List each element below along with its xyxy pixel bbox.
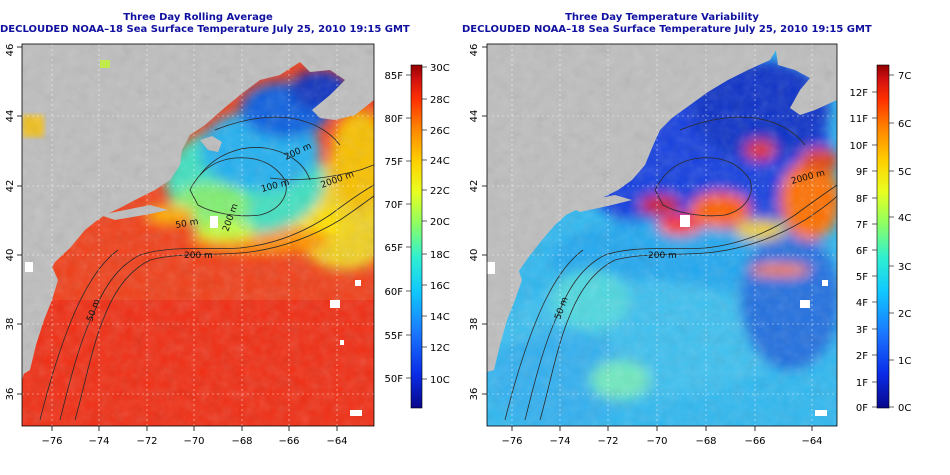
colorbar-f-label: 2F	[856, 351, 868, 362]
y-tick-label: 40	[5, 249, 16, 262]
right-map-title: Three Day Temperature Variability	[565, 12, 759, 23]
colorbar-c-label: 0C	[898, 403, 911, 414]
colorbar-c-label: 4C	[898, 213, 911, 224]
colorbar-c-label: 7C	[898, 71, 911, 82]
colorbar-c-label: 12C	[430, 343, 450, 354]
colorbar-c-label: 22C	[430, 186, 450, 197]
x-tick-label: −70	[183, 436, 204, 447]
colorbar-c-label: 14C	[430, 312, 450, 323]
colorbar-f-label: 10F	[850, 141, 869, 152]
colorbar-c-label: 24C	[430, 156, 450, 167]
colorbar-f-label: 65F	[385, 243, 404, 254]
left-sst-map	[22, 44, 374, 426]
x-tick-label: −64	[801, 436, 822, 447]
contour-label: 200 m	[648, 251, 677, 261]
y-tick-label: 36	[5, 388, 16, 401]
colorbar-f-label: 70F	[385, 200, 404, 211]
y-tick-label: 42	[5, 180, 16, 193]
colorbar-c-label: 16C	[430, 281, 450, 292]
y-tick-label: 40	[469, 249, 480, 262]
left-map-subtitle: DECLOUDED NOAA–18 Sea Surface Temperatur…	[0, 24, 410, 35]
colorbar-f-label: 11F	[850, 114, 869, 125]
colorbar-c-label: 5C	[898, 167, 911, 178]
colorbar-c-label: 18C	[430, 250, 450, 261]
y-tick-label: 46	[5, 44, 16, 57]
right-variability-map	[487, 44, 837, 426]
colorbar-f-label: 5F	[856, 272, 868, 283]
left-map-title: Three Day Rolling Average	[123, 12, 273, 23]
colorbar-f-label: 6F	[856, 246, 868, 257]
y-tick-label: 44	[5, 110, 16, 123]
y-tick-label: 42	[469, 180, 480, 193]
colorbar-c-label: 20C	[430, 217, 450, 228]
right-x-axis	[511, 426, 813, 431]
colorbar-f-label: 1F	[856, 378, 868, 389]
colorbar-c-label: 1C	[898, 356, 911, 367]
x-tick-label: −70	[646, 436, 667, 447]
x-tick-label: −68	[695, 436, 716, 447]
y-tick-label: 46	[469, 44, 480, 57]
colorbar-f-label: 7F	[856, 220, 868, 231]
x-tick-label: −68	[231, 436, 252, 447]
y-tick-label: 38	[5, 318, 16, 331]
colorbar-f-label: 0F	[856, 403, 868, 414]
colorbar-c-label: 30C	[430, 63, 450, 74]
x-tick-label: −72	[597, 436, 618, 447]
colorbar-c-label: 2C	[898, 309, 911, 320]
colorbar-c-label: 26C	[430, 126, 450, 137]
x-tick-label: −66	[278, 436, 299, 447]
colorbar-c-label: 28C	[430, 95, 450, 106]
y-tick-label: 36	[469, 388, 480, 401]
colorbar-f-label: 9F	[856, 167, 868, 178]
x-tick-label: −74	[549, 436, 570, 447]
colorbar-f-label: 75F	[385, 157, 404, 168]
left-colorbar	[410, 64, 423, 409]
contour-label: 200 m	[184, 251, 213, 261]
colorbar-f-label: 60F	[385, 287, 404, 298]
colorbar-f-label: 55F	[385, 331, 404, 342]
right-y-axis	[482, 46, 487, 395]
colorbar-f-label: 8F	[856, 194, 868, 205]
right-colorbar	[876, 64, 890, 409]
x-tick-label: −72	[136, 436, 157, 447]
contour-label: 50 m	[175, 217, 199, 231]
colorbar-c-label: 10C	[430, 375, 450, 386]
y-tick-label: 38	[469, 318, 480, 331]
colorbar-c-label: 3C	[898, 262, 911, 273]
colorbar-f-label: 4F	[856, 298, 868, 309]
colorbar-f-label: 85F	[385, 71, 404, 82]
right-map-subtitle: DECLOUDED NOAA–18 Sea Surface Temperatur…	[462, 24, 872, 35]
colorbar-f-label: 12F	[850, 88, 869, 99]
x-tick-label: −64	[326, 436, 347, 447]
left-x-axis	[51, 426, 338, 431]
colorbar-f-label: 80F	[385, 114, 404, 125]
colorbar-f-label: 3F	[856, 325, 868, 336]
x-tick-label: −76	[41, 436, 62, 447]
x-tick-label: −76	[501, 436, 522, 447]
colorbar-f-label: 50F	[385, 374, 404, 385]
colorbar-c-label: 6C	[898, 119, 911, 130]
y-tick-label: 44	[469, 110, 480, 123]
x-tick-label: −66	[744, 436, 765, 447]
x-tick-label: −74	[88, 436, 109, 447]
left-y-axis	[17, 46, 22, 395]
